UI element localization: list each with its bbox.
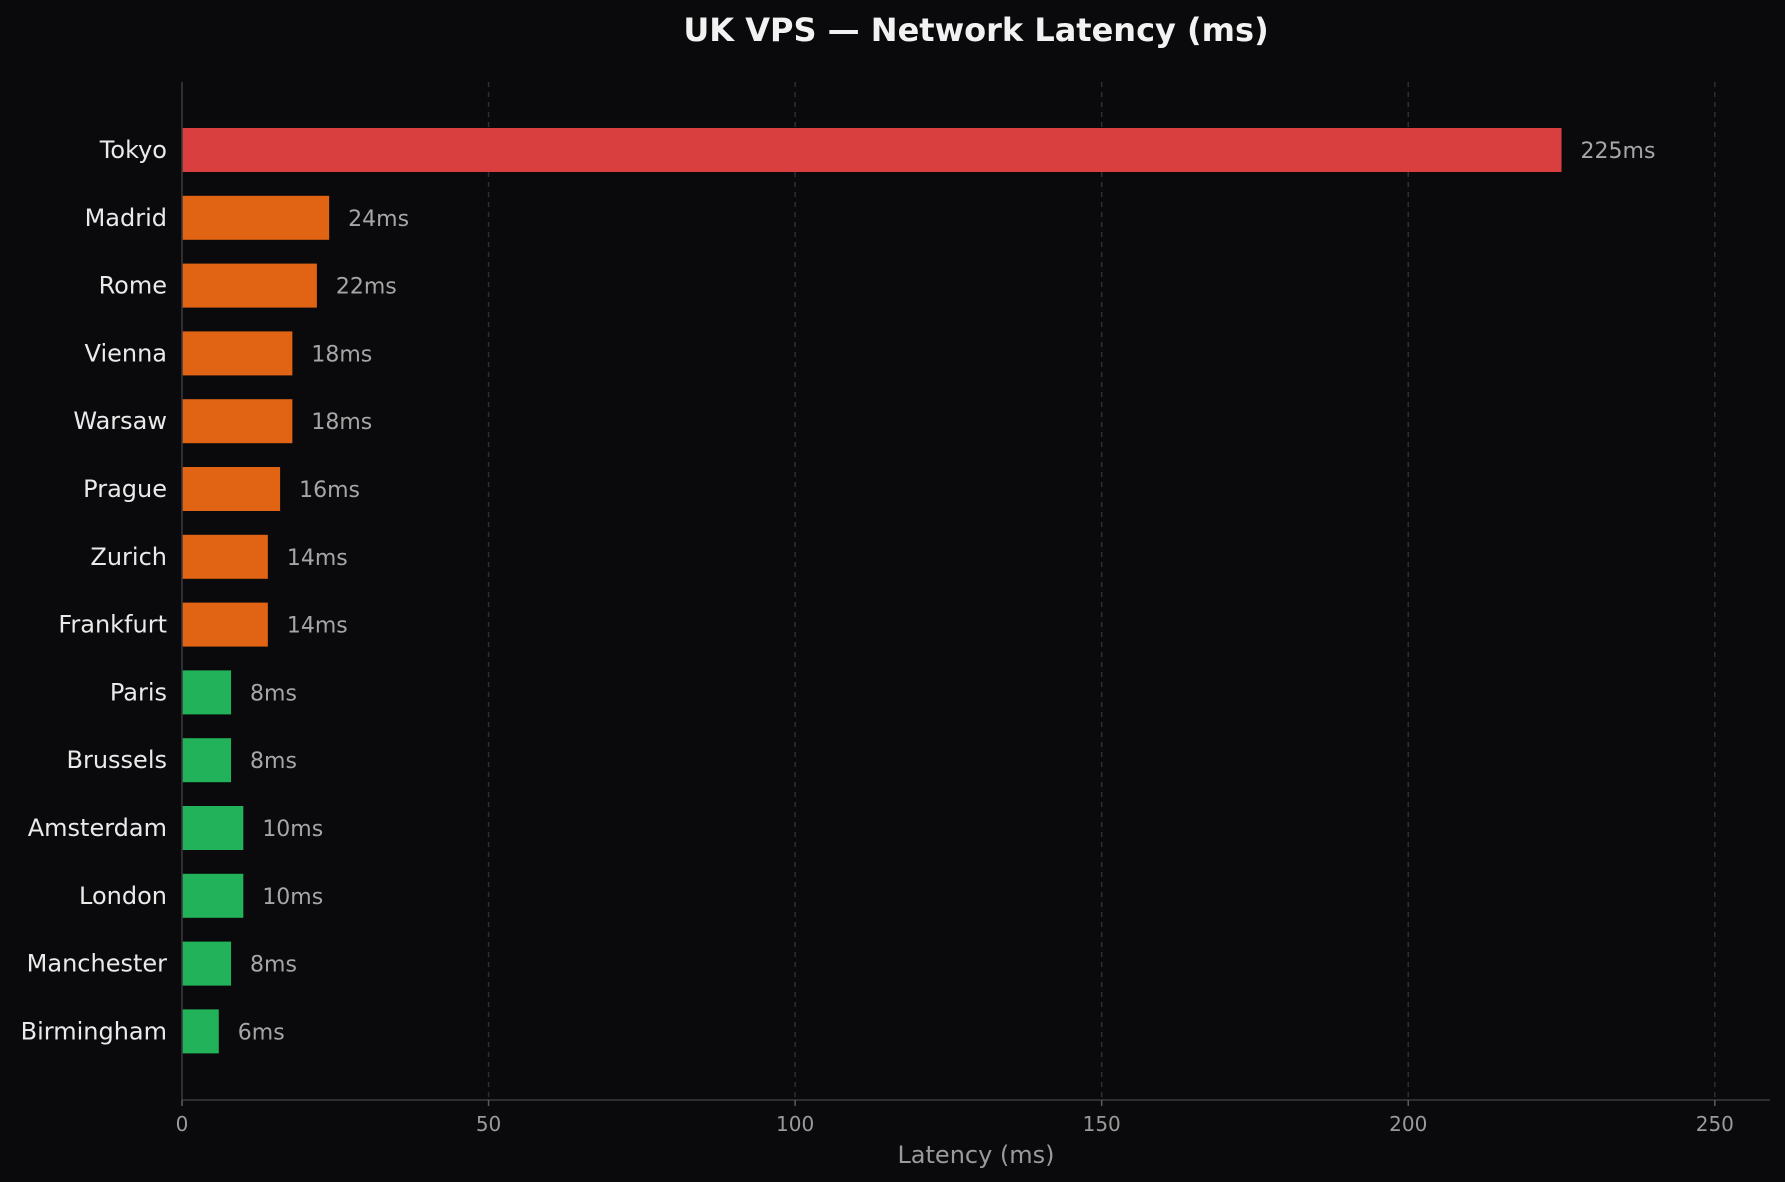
category-label-amsterdam: Amsterdam bbox=[28, 814, 167, 842]
x-tick-label-250: 250 bbox=[1696, 1112, 1734, 1136]
bar-manchester bbox=[182, 941, 232, 986]
bar-rome bbox=[182, 263, 317, 308]
category-label-birmingham: Birmingham bbox=[21, 1017, 167, 1045]
value-label-vienna: 18ms bbox=[311, 342, 372, 367]
value-label-amsterdam: 10ms bbox=[262, 817, 323, 842]
value-label-madrid: 24ms bbox=[348, 207, 409, 232]
bars bbox=[182, 128, 1562, 1054]
bar-warsaw bbox=[182, 399, 293, 444]
value-label-tokyo: 225ms bbox=[1581, 139, 1656, 164]
x-tick-label-100: 100 bbox=[776, 1112, 814, 1136]
category-label-madrid: Madrid bbox=[85, 204, 167, 232]
bar-frankfurt bbox=[182, 602, 268, 647]
value-label-rome: 22ms bbox=[336, 275, 397, 300]
category-label-frankfurt: Frankfurt bbox=[58, 611, 167, 639]
bar-amsterdam bbox=[182, 806, 244, 850]
x-axis-label: Latency (ms) bbox=[897, 1141, 1054, 1169]
category-label-tokyo: Tokyo bbox=[99, 136, 167, 164]
bar-tokyo bbox=[182, 128, 1562, 172]
chart-title: UK VPS — Network Latency (ms) bbox=[683, 11, 1268, 49]
category-label-london: London bbox=[79, 882, 167, 910]
value-label-zurich: 14ms bbox=[287, 546, 348, 571]
value-label-london: 10ms bbox=[262, 885, 323, 910]
value-label-prague: 16ms bbox=[299, 478, 360, 503]
x-tick-label-50: 50 bbox=[476, 1112, 501, 1136]
category-label-rome: Rome bbox=[99, 272, 167, 300]
category-label-manchester: Manchester bbox=[27, 950, 167, 978]
category-label-vienna: Vienna bbox=[85, 339, 167, 367]
bar-london bbox=[182, 873, 244, 918]
value-label-warsaw: 18ms bbox=[311, 410, 372, 435]
category-label-paris: Paris bbox=[110, 678, 167, 706]
value-labels: 225ms 24ms 22ms 18ms 18ms 16ms 14ms 14ms 8ms 8ms 1… bbox=[238, 139, 1656, 1045]
bar-vienna bbox=[182, 331, 293, 376]
value-label-paris: 8ms bbox=[250, 681, 297, 706]
category-label-zurich: Zurich bbox=[90, 543, 167, 571]
x-tick-label-200: 200 bbox=[1389, 1112, 1427, 1136]
value-label-birmingham: 6ms bbox=[238, 1020, 285, 1045]
category-labels: Tokyo Madrid Rome Vienna Warsaw Prague Zurich F… bbox=[21, 136, 168, 1045]
bar-paris bbox=[182, 670, 232, 715]
bar-zurich bbox=[182, 534, 268, 579]
x-ticks: 0 50 100 150 200 250 bbox=[176, 1100, 1734, 1136]
x-tick-label-0: 0 bbox=[176, 1112, 189, 1136]
axes bbox=[181, 82, 1770, 1101]
category-label-warsaw: Warsaw bbox=[73, 407, 167, 435]
value-label-brussels: 8ms bbox=[250, 749, 297, 774]
value-label-frankfurt: 14ms bbox=[287, 614, 348, 639]
value-label-manchester: 8ms bbox=[250, 953, 297, 978]
category-label-prague: Prague bbox=[83, 475, 167, 503]
category-label-brussels: Brussels bbox=[67, 746, 168, 774]
bar-brussels bbox=[182, 738, 232, 783]
bar-madrid bbox=[182, 195, 330, 240]
bar-birmingham bbox=[182, 1009, 219, 1054]
bar-prague bbox=[182, 467, 281, 511]
x-tick-label-150: 150 bbox=[1083, 1112, 1121, 1136]
